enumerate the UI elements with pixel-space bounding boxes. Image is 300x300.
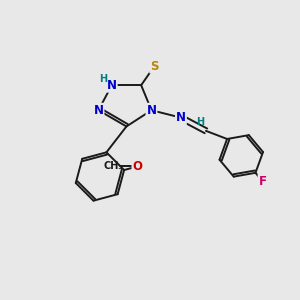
Text: N: N [146,104,157,117]
Text: H: H [99,74,107,84]
Text: O: O [132,160,142,173]
Text: N: N [176,111,186,124]
Text: S: S [150,60,159,73]
Text: CH₃: CH₃ [103,161,123,172]
Text: N: N [107,79,117,92]
Text: F: F [259,175,267,188]
Text: H: H [196,117,205,127]
Text: N: N [94,104,103,117]
